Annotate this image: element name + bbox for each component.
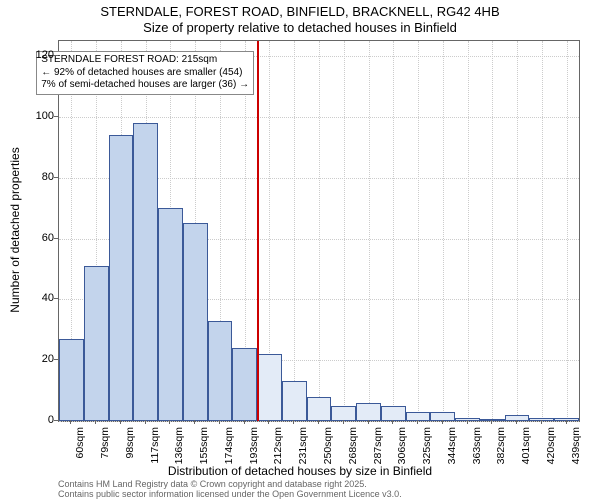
chart-title-line2: Size of property relative to detached ho… [0, 20, 600, 35]
gridline-v [393, 41, 394, 421]
gridline-v [567, 41, 568, 421]
histogram-bar [282, 381, 307, 421]
ytick-mark [54, 420, 58, 421]
histogram-bar [307, 397, 332, 421]
histogram-bar [59, 339, 84, 421]
histogram-bar [232, 348, 257, 421]
histogram-chart: STERNDALE, FOREST ROAD, BINFIELD, BRACKN… [0, 0, 600, 500]
xtick-label: 325sqm [421, 427, 433, 464]
marker-line [257, 41, 259, 421]
ytick-label: 60 [14, 232, 54, 244]
xtick-label: 401sqm [520, 427, 532, 464]
xtick-mark [219, 420, 220, 424]
ytick-mark [54, 238, 58, 239]
xtick-label: 439sqm [570, 427, 582, 464]
gridline-v [369, 41, 370, 421]
xtick-label: 231sqm [297, 427, 309, 464]
xtick-mark [343, 420, 344, 424]
histogram-bar [430, 412, 455, 421]
ytick-label: 0 [14, 414, 54, 426]
histogram-bar [356, 403, 381, 421]
xtick-label: 287sqm [372, 427, 384, 464]
xtick-label: 155sqm [198, 427, 210, 464]
ytick-mark [54, 116, 58, 117]
xtick-mark [268, 420, 269, 424]
ytick-label: 20 [14, 353, 54, 365]
xtick-label: 268sqm [347, 427, 359, 464]
xtick-label: 117sqm [149, 427, 161, 464]
annotation-line2: ← 92% of detached houses are smaller (45… [41, 67, 249, 80]
histogram-bar [84, 266, 109, 421]
xtick-mark [491, 420, 492, 424]
xtick-label: 306sqm [396, 427, 408, 464]
ytick-mark [54, 359, 58, 360]
gridline-v [517, 41, 518, 421]
ytick-label: 120 [14, 49, 54, 61]
ytick-mark [54, 177, 58, 178]
xtick-mark [467, 420, 468, 424]
histogram-bar [208, 321, 233, 421]
histogram-bar [257, 354, 282, 421]
xtick-label: 60sqm [74, 427, 86, 459]
xtick-label: 212sqm [272, 427, 284, 464]
xtick-label: 250sqm [322, 427, 334, 464]
annotation-box: STERNDALE FOREST ROAD: 215sqm← 92% of de… [36, 51, 254, 95]
x-axis-label: Distribution of detached houses by size … [0, 464, 600, 478]
xtick-mark [244, 420, 245, 424]
histogram-bar [158, 208, 183, 421]
xtick-label: 98sqm [124, 427, 136, 459]
ytick-label: 80 [14, 171, 54, 183]
xtick-label: 420sqm [545, 427, 557, 464]
ytick-label: 100 [14, 110, 54, 122]
histogram-bar [455, 418, 480, 421]
ytick-label: 40 [14, 292, 54, 304]
histogram-bar [109, 135, 134, 421]
histogram-bar [529, 418, 554, 421]
xtick-mark [368, 420, 369, 424]
xtick-mark [541, 420, 542, 424]
xtick-label: 79sqm [99, 427, 111, 459]
footer-line2: Contains public sector information licen… [58, 490, 402, 500]
histogram-bar [183, 223, 208, 421]
xtick-label: 344sqm [446, 427, 458, 464]
gridline-v [344, 41, 345, 421]
gridline-v [542, 41, 543, 421]
xtick-mark [442, 420, 443, 424]
xtick-mark [392, 420, 393, 424]
histogram-bar [381, 406, 406, 421]
xtick-mark [417, 420, 418, 424]
ytick-mark [54, 298, 58, 299]
xtick-label: 136sqm [173, 427, 185, 464]
histogram-bar [133, 123, 158, 421]
chart-footer: Contains HM Land Registry data © Crown c… [58, 480, 402, 500]
gridline-v [468, 41, 469, 421]
xtick-mark [169, 420, 170, 424]
gridline-h [59, 421, 579, 422]
xtick-label: 174sqm [223, 427, 235, 464]
gridline-v [294, 41, 295, 421]
chart-title-line1: STERNDALE, FOREST ROAD, BINFIELD, BRACKN… [0, 4, 600, 19]
xtick-label: 363sqm [471, 427, 483, 464]
xtick-mark [516, 420, 517, 424]
xtick-label: 193sqm [248, 427, 260, 464]
xtick-mark [145, 420, 146, 424]
gridline-v [418, 41, 419, 421]
gridline-v [492, 41, 493, 421]
xtick-mark [318, 420, 319, 424]
xtick-label: 382sqm [495, 427, 507, 464]
xtick-mark [566, 420, 567, 424]
xtick-mark [293, 420, 294, 424]
histogram-bar [554, 418, 579, 421]
ytick-mark [54, 55, 58, 56]
histogram-bar [331, 406, 356, 421]
xtick-mark [95, 420, 96, 424]
xtick-mark [70, 420, 71, 424]
plot-area: STERNDALE FOREST ROAD: 215sqm← 92% of de… [58, 40, 580, 422]
gridline-v [443, 41, 444, 421]
xtick-mark [120, 420, 121, 424]
xtick-mark [194, 420, 195, 424]
annotation-line1: STERNDALE FOREST ROAD: 215sqm [41, 54, 249, 67]
gridline-v [319, 41, 320, 421]
annotation-line3: 7% of semi-detached houses are larger (3… [41, 79, 249, 92]
